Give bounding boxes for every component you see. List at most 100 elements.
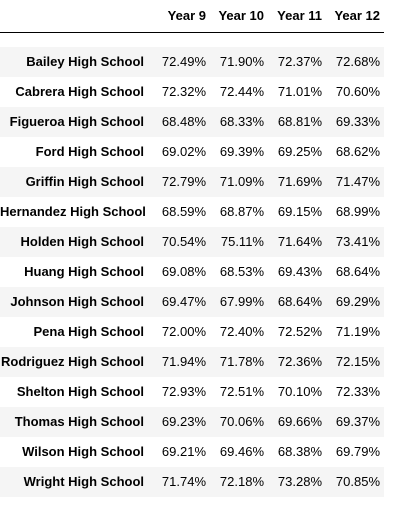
table-row: Ford High School 69.02% 69.39% 69.25% 68.62% — [0, 136, 384, 167]
score-cell: 71.94% — [161, 354, 206, 369]
score-cell: 70.54% — [161, 234, 206, 249]
score-cell: 68.33% — [219, 114, 264, 129]
school-name: Ford High School — [35, 144, 144, 159]
score-cell: 70.60% — [335, 84, 380, 99]
score-cell: 69.15% — [277, 204, 322, 219]
school-name: Hernandez High School — [0, 204, 146, 219]
score-cell: 69.02% — [161, 144, 206, 159]
score-cell: 69.23% — [161, 414, 206, 429]
score-cell: 69.47% — [161, 294, 206, 309]
gap-cell — [268, 32, 326, 47]
score-cell: 69.21% — [161, 444, 206, 459]
school-scores-table: Year 9 Year 10 Year 11 Year 12 Bailey Hi… — [0, 0, 384, 497]
table-row: Huang High School 69.08% 68.53% 69.43% 68.64… — [0, 256, 384, 287]
score-cell: 68.48% — [161, 114, 206, 129]
gap-cell — [0, 32, 152, 47]
school-name: Bailey High School — [26, 54, 144, 69]
score-cell: 69.43% — [277, 264, 322, 279]
score-cell: 70.06% — [219, 414, 264, 429]
score-cell: 69.25% — [277, 144, 322, 159]
score-cell: 70.85% — [335, 474, 380, 489]
header-row: Year 9 Year 10 Year 11 Year 12 — [0, 0, 384, 33]
score-cell: 72.44% — [219, 84, 264, 99]
index-header — [0, 0, 152, 33]
score-cell: 70.10% — [277, 384, 322, 399]
score-cell: 72.40% — [219, 324, 264, 339]
table-row: Wilson High School 69.21% 69.46% 68.38% 69.7… — [0, 436, 384, 467]
score-cell: 71.69% — [277, 174, 322, 189]
score-cell: 72.93% — [161, 384, 206, 399]
table-row: Johnson High School 69.47% 67.99% 68.64% 69.… — [0, 286, 384, 317]
column-header: Year 12 — [326, 0, 384, 33]
score-cell: 69.79% — [335, 444, 380, 459]
score-cell: 72.51% — [219, 384, 264, 399]
score-cell: 72.68% — [335, 54, 380, 69]
score-cell: 69.66% — [277, 414, 322, 429]
table-row: Holden High School 70.54% 75.11% 71.64% 73.4… — [0, 226, 384, 257]
score-cell: 72.18% — [219, 474, 264, 489]
gap-cell — [210, 32, 268, 47]
score-cell: 72.49% — [161, 54, 206, 69]
score-cell: 67.99% — [219, 294, 264, 309]
score-cell: 68.38% — [277, 444, 322, 459]
school-name: Figueroa High School — [9, 114, 144, 129]
score-cell: 71.74% — [161, 474, 206, 489]
school-name: Rodriguez High School — [1, 354, 144, 369]
table-header: Year 9 Year 10 Year 11 Year 12 — [0, 0, 384, 33]
score-cell: 73.41% — [335, 234, 380, 249]
score-cell: 69.37% — [335, 414, 380, 429]
column-header: Year 10 — [210, 0, 268, 33]
score-cell: 72.00% — [161, 324, 206, 339]
header-spacer — [0, 32, 384, 47]
score-cell: 69.39% — [219, 144, 264, 159]
table-row: Pena High School 72.00% 72.40% 72.52% 71.19% — [0, 316, 384, 347]
gap-cell — [326, 32, 384, 47]
score-cell: 71.01% — [277, 84, 322, 99]
score-cell: 71.47% — [335, 174, 380, 189]
school-name: Shelton High School — [16, 384, 144, 399]
table-row: Wright High School 71.74% 72.18% 73.28% 70.8… — [0, 466, 384, 497]
school-name: Thomas High School — [14, 414, 144, 429]
school-name: Huang High School — [24, 264, 144, 279]
header-gap — [0, 32, 384, 47]
score-cell: 68.99% — [335, 204, 380, 219]
table-row: Figueroa High School 68.48% 68.33% 68.81% 69… — [0, 106, 384, 137]
table-row: Bailey High School 72.49% 71.90% 72.37% 72.6… — [0, 46, 384, 77]
score-cell: 69.33% — [335, 114, 380, 129]
score-cell: 69.08% — [161, 264, 206, 279]
table-row: Griffin High School 72.79% 71.09% 71.69% 71.… — [0, 166, 384, 197]
score-cell: 68.81% — [277, 114, 322, 129]
table-row: Rodriguez High School 71.94% 71.78% 72.36% 7… — [0, 346, 384, 377]
school-name: Griffin High School — [25, 174, 144, 189]
score-cell: 71.78% — [219, 354, 264, 369]
score-cell: 71.09% — [219, 174, 264, 189]
column-header: Year 9 — [152, 0, 210, 33]
score-cell: 72.15% — [335, 354, 380, 369]
score-cell: 72.32% — [161, 84, 206, 99]
score-cell: 73.28% — [277, 474, 322, 489]
score-cell: 72.33% — [335, 384, 380, 399]
school-name: Cabrera High School — [15, 84, 144, 99]
score-cell: 72.52% — [277, 324, 322, 339]
gap-cell — [152, 32, 210, 47]
score-cell: 71.64% — [277, 234, 322, 249]
school-name: Pena High School — [33, 324, 144, 339]
school-name: Johnson High School — [10, 294, 144, 309]
score-cell: 71.19% — [335, 324, 380, 339]
score-cell: 69.29% — [335, 294, 380, 309]
school-name: Wilson High School — [22, 444, 144, 459]
table-row: Thomas High School 69.23% 70.06% 69.66% 69.3… — [0, 406, 384, 437]
score-cell: 72.36% — [277, 354, 322, 369]
score-cell: 72.37% — [277, 54, 322, 69]
score-cell: 75.11% — [220, 234, 264, 249]
school-name: Wright High School — [23, 474, 144, 489]
score-cell: 68.87% — [219, 204, 264, 219]
column-header: Year 11 — [268, 0, 326, 33]
score-cell: 72.79% — [161, 174, 206, 189]
score-cell: 69.46% — [219, 444, 264, 459]
score-cell: 68.64% — [335, 264, 380, 279]
table-row: Cabrera High School 72.32% 72.44% 71.01% 70.… — [0, 76, 384, 107]
score-cell: 71.90% — [219, 54, 264, 69]
school-name: Holden High School — [20, 234, 145, 249]
